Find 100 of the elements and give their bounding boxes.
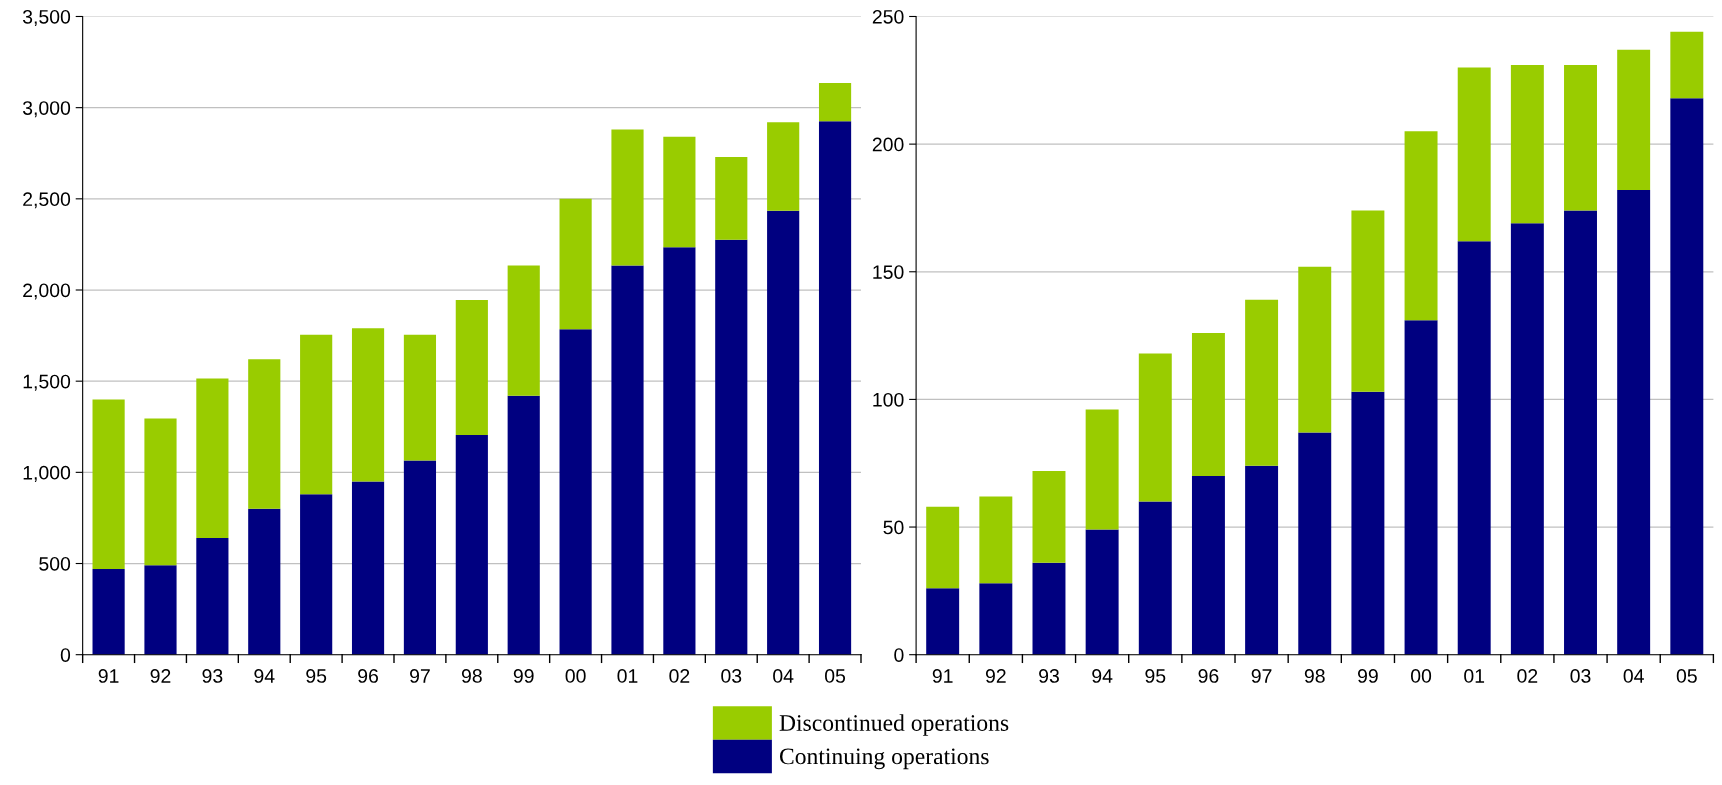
- bar: [92, 399, 125, 569]
- x-tick-label: 02: [1517, 669, 1538, 683]
- bar: [611, 265, 644, 655]
- x-tick-label: 93: [1039, 669, 1059, 683]
- bar: [196, 378, 229, 538]
- x-tick-label: 04: [773, 669, 794, 683]
- y-tick-label: 2,000: [23, 283, 71, 300]
- x-tick-label: 91: [932, 669, 953, 683]
- x-tick-label: 98: [461, 669, 482, 683]
- y-tick-label: 50: [883, 520, 904, 535]
- bar: [663, 136, 696, 248]
- x-tick-label: 03: [721, 669, 742, 683]
- bar: [1670, 98, 1704, 655]
- bar: [979, 583, 1013, 655]
- bar: [351, 481, 385, 655]
- x-tick-label: 94: [254, 669, 275, 683]
- x-tick-label: 00: [565, 669, 586, 683]
- bar: [455, 300, 488, 435]
- x-tick-label: 01: [617, 669, 638, 683]
- x-tick-label: 91: [98, 669, 119, 683]
- x-tick-label: 98: [1304, 669, 1325, 683]
- bar: [1085, 409, 1119, 530]
- bar: [1404, 131, 1438, 321]
- y-tick-label: 3,000: [22, 101, 71, 118]
- y-tick-label: 0: [60, 648, 71, 662]
- bar: [979, 496, 1013, 584]
- x-tick-label: 04: [1623, 669, 1644, 683]
- x-tick-label: 97: [1251, 669, 1272, 683]
- x-tick-label: 92: [985, 669, 1006, 683]
- bar: [767, 122, 800, 211]
- bar: [715, 239, 748, 655]
- bar: [300, 494, 333, 655]
- bar: [403, 334, 437, 461]
- y-tick-label: 1,000: [23, 465, 71, 482]
- bar: [1138, 501, 1172, 655]
- bar: [818, 121, 852, 655]
- bar: [507, 265, 540, 396]
- x-tick-label: 96: [358, 669, 379, 683]
- x-tick-label: 99: [513, 669, 534, 683]
- bar: [1298, 266, 1332, 433]
- bar: [1245, 299, 1279, 466]
- bar: [1191, 333, 1225, 476]
- bar: [1298, 432, 1332, 655]
- x-tick-label: 92: [150, 669, 171, 683]
- bar: [767, 210, 800, 655]
- bar: [1032, 562, 1066, 655]
- y-tick-label: 150: [873, 265, 904, 279]
- x-tick-label: 00: [1411, 669, 1432, 683]
- x-tick-label: 05: [1676, 669, 1697, 683]
- bar: [144, 565, 177, 655]
- y-tick-label: 0: [894, 648, 904, 662]
- bar: [300, 334, 333, 495]
- bar: [1351, 210, 1385, 392]
- bar: [1617, 190, 1651, 655]
- bar: [1510, 223, 1544, 655]
- y-tick-label: 100: [873, 392, 904, 407]
- x-tick-label: 95: [1145, 669, 1166, 683]
- y-tick-label: 1,500: [23, 374, 71, 391]
- legend-label: Discontinued operations: [779, 714, 1009, 736]
- bar: [1670, 31, 1704, 99]
- y-tick-label: 500: [39, 556, 71, 571]
- x-tick-label: 99: [1358, 669, 1378, 683]
- bar: [715, 156, 748, 240]
- bar: [1245, 465, 1279, 655]
- y-tick-label: 2,500: [23, 192, 71, 209]
- x-tick-label: 05: [825, 669, 846, 683]
- x-tick-label: 02: [669, 669, 690, 683]
- bar: [1404, 320, 1438, 655]
- bar: [507, 395, 540, 655]
- bar: [1510, 64, 1544, 224]
- x-tick-label: 95: [306, 669, 327, 683]
- y-tick-label: 3,500: [22, 9, 71, 27]
- bar: [663, 247, 696, 655]
- bar: [1457, 67, 1491, 242]
- x-tick-label: 03: [1570, 669, 1591, 683]
- bar: [144, 418, 177, 566]
- bar: [403, 460, 437, 655]
- bar: [1138, 353, 1172, 502]
- bar: [1457, 241, 1491, 655]
- x-tick-label: 93: [202, 669, 223, 683]
- bar: [926, 506, 960, 589]
- bar: [196, 537, 229, 655]
- bar: [455, 434, 488, 655]
- bar: [818, 83, 852, 122]
- bar: [1617, 49, 1651, 191]
- x-tick-label: 01: [1464, 669, 1485, 683]
- bar: [559, 198, 592, 330]
- bar: [1564, 64, 1597, 211]
- bar: [611, 129, 644, 266]
- bar: [248, 359, 281, 509]
- y-tick-label: 200: [872, 137, 904, 152]
- bar: [559, 329, 592, 655]
- x-tick-label: 96: [1198, 669, 1219, 683]
- bar: [351, 328, 385, 482]
- bar: [1085, 529, 1119, 655]
- bar: [248, 508, 281, 655]
- bar: [1032, 470, 1066, 563]
- bar: [92, 568, 125, 655]
- x-tick-label: 97: [410, 669, 430, 683]
- bar: [1351, 391, 1385, 655]
